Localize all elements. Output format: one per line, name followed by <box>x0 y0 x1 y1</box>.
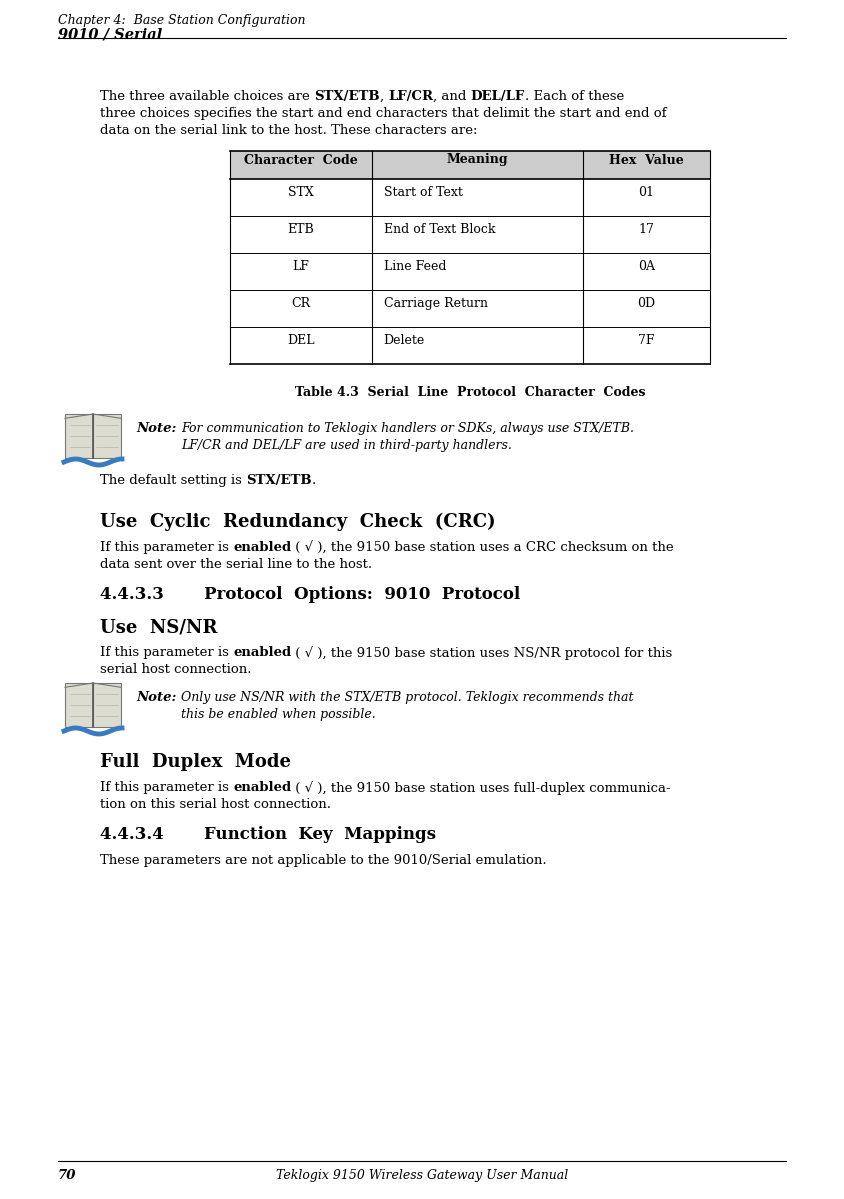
Text: STX/ETB: STX/ETB <box>314 90 380 103</box>
Text: 4.4.3.3       Protocol  Options:  9010  Protocol: 4.4.3.3 Protocol Options: 9010 Protocol <box>100 586 520 603</box>
Text: Hex  Value: Hex Value <box>609 153 684 167</box>
Text: Table 4.3  Serial  Line  Protocol  Character  Codes: Table 4.3 Serial Line Protocol Character… <box>295 386 646 399</box>
Text: Full  Duplex  Mode: Full Duplex Mode <box>100 753 291 771</box>
Text: 0D: 0D <box>637 297 656 311</box>
Text: Note:: Note: <box>136 422 176 435</box>
Text: 4.4.3.4       Function  Key  Mappings: 4.4.3.4 Function Key Mappings <box>100 826 436 843</box>
Text: Use  NS/NR: Use NS/NR <box>100 617 218 635</box>
Text: ( √ ), the 9150 base station uses a CRC checksum on the: ( √ ), the 9150 base station uses a CRC … <box>291 541 674 554</box>
Text: STX/ETB: STX/ETB <box>246 474 311 487</box>
Text: ( √ ), the 9150 base station uses NS/NR protocol for this: ( √ ), the 9150 base station uses NS/NR … <box>291 646 673 659</box>
Text: , and: , and <box>433 90 471 103</box>
Text: End of Text Block: End of Text Block <box>384 223 495 236</box>
Text: If this parameter is: If this parameter is <box>100 646 233 659</box>
Text: DEL: DEL <box>287 335 315 347</box>
Text: DEL/LF: DEL/LF <box>471 90 525 103</box>
Text: Carriage Return: Carriage Return <box>384 297 488 311</box>
FancyBboxPatch shape <box>65 414 93 458</box>
Text: 70: 70 <box>58 1169 77 1182</box>
Text: ( √ ), the 9150 base station uses full-duplex communica-: ( √ ), the 9150 base station uses full-d… <box>291 781 671 795</box>
Text: If this parameter is: If this parameter is <box>100 781 233 794</box>
Text: three choices specifies the start and end characters that delimit the start and : three choices specifies the start and en… <box>100 107 667 120</box>
Text: serial host connection.: serial host connection. <box>100 663 252 676</box>
Text: Start of Text: Start of Text <box>384 186 463 199</box>
FancyBboxPatch shape <box>93 414 121 458</box>
Text: Chapter 4:  Base Station Configuration: Chapter 4: Base Station Configuration <box>58 14 306 28</box>
Text: These parameters are not applicable to the 9010/Serial emulation.: These parameters are not applicable to t… <box>100 854 547 867</box>
Bar <box>230 151 710 179</box>
Text: 7F: 7F <box>638 335 655 347</box>
Text: ,: , <box>380 90 388 103</box>
FancyBboxPatch shape <box>93 683 121 727</box>
Text: STX: STX <box>288 186 314 199</box>
Text: LF/CR and DEL/LF are used in third-party handlers.: LF/CR and DEL/LF are used in third-party… <box>181 439 511 452</box>
Text: Line Feed: Line Feed <box>384 260 446 273</box>
Text: 17: 17 <box>638 223 654 236</box>
Text: enabled: enabled <box>233 781 291 794</box>
Text: The default setting is: The default setting is <box>100 474 246 487</box>
Text: Delete: Delete <box>384 335 425 347</box>
Text: 0A: 0A <box>638 260 655 273</box>
Text: this be enabled when possible.: this be enabled when possible. <box>181 707 376 721</box>
Text: CR: CR <box>291 297 311 311</box>
Text: LF/CR: LF/CR <box>388 90 433 103</box>
Text: tion on this serial host connection.: tion on this serial host connection. <box>100 799 331 811</box>
Text: enabled: enabled <box>233 541 291 554</box>
Text: Meaning: Meaning <box>446 153 508 167</box>
Text: 9010 / Serial: 9010 / Serial <box>58 28 162 42</box>
Text: data on the serial link to the host. These characters are:: data on the serial link to the host. The… <box>100 123 478 137</box>
Text: ETB: ETB <box>288 223 314 236</box>
Text: Note:: Note: <box>136 691 176 704</box>
Text: Teklogix 9150 Wireless Gateway User Manual: Teklogix 9150 Wireless Gateway User Manu… <box>276 1169 568 1182</box>
Text: For communication to Teklogix handlers or SDKs, always use STX/ETB.: For communication to Teklogix handlers o… <box>181 422 634 435</box>
Text: . Each of these: . Each of these <box>525 90 624 103</box>
FancyBboxPatch shape <box>65 683 93 727</box>
Text: Only use NS/NR with the STX/ETB protocol. Teklogix recommends that: Only use NS/NR with the STX/ETB protocol… <box>181 691 634 704</box>
Text: enabled: enabled <box>233 646 291 659</box>
Text: LF: LF <box>292 260 309 273</box>
Text: Use  Cyclic  Redundancy  Check  (CRC): Use Cyclic Redundancy Check (CRC) <box>100 513 495 531</box>
Text: .: . <box>311 474 316 487</box>
Text: Character  Code: Character Code <box>244 153 358 167</box>
Text: If this parameter is: If this parameter is <box>100 541 233 554</box>
Text: data sent over the serial line to the host.: data sent over the serial line to the ho… <box>100 558 372 571</box>
Text: The three available choices are: The three available choices are <box>100 90 314 103</box>
Text: 01: 01 <box>638 186 654 199</box>
